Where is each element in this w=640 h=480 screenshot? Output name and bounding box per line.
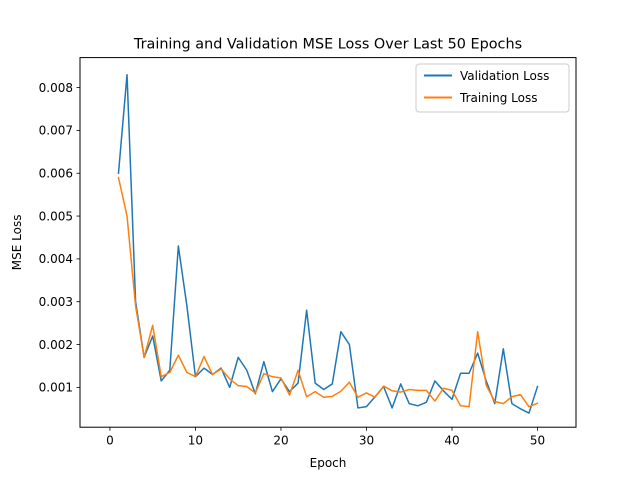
x-axis-title: Epoch (310, 456, 347, 470)
y-tick-label: 0.008 (39, 81, 73, 95)
x-tick-label: 50 (530, 434, 545, 448)
y-tick-label: 0.002 (39, 338, 73, 352)
y-tick-label: 0.001 (39, 381, 73, 395)
legend-label-training-loss: Training Loss (459, 91, 537, 105)
x-tick-label: 10 (188, 434, 203, 448)
series-line-validation-loss (117, 73, 539, 414)
legend-label-validation-loss: Validation Loss (460, 69, 549, 83)
x-tick-label: 30 (359, 434, 374, 448)
legend-box (415, 63, 570, 113)
plot-lines (117, 73, 539, 414)
x-tick-label: 20 (273, 434, 288, 448)
y-tick-label: 0.004 (39, 252, 73, 266)
y-tick-label: 0.003 (39, 295, 73, 309)
chart-title: Training and Validation MSE Loss Over La… (133, 37, 522, 53)
x-tick-label: 40 (444, 434, 459, 448)
y-tick-label: 0.005 (39, 209, 73, 223)
y-axis-ticks: 0.001 0.002 0.003 0.004 0.005 0.006 0.007 0.008 (39, 81, 80, 395)
series-line-training-loss (117, 176, 539, 408)
x-tick-label: 0 (106, 434, 114, 448)
x-axis-ticks: 0 10 20 30 40 50 (106, 427, 545, 448)
y-axis-title: MSE Loss (10, 215, 24, 271)
legend: Validation Loss Training Loss (415, 63, 570, 113)
y-tick-label: 0.006 (39, 167, 73, 181)
plot-frame (79, 57, 577, 428)
y-tick-label: 0.007 (39, 124, 73, 138)
